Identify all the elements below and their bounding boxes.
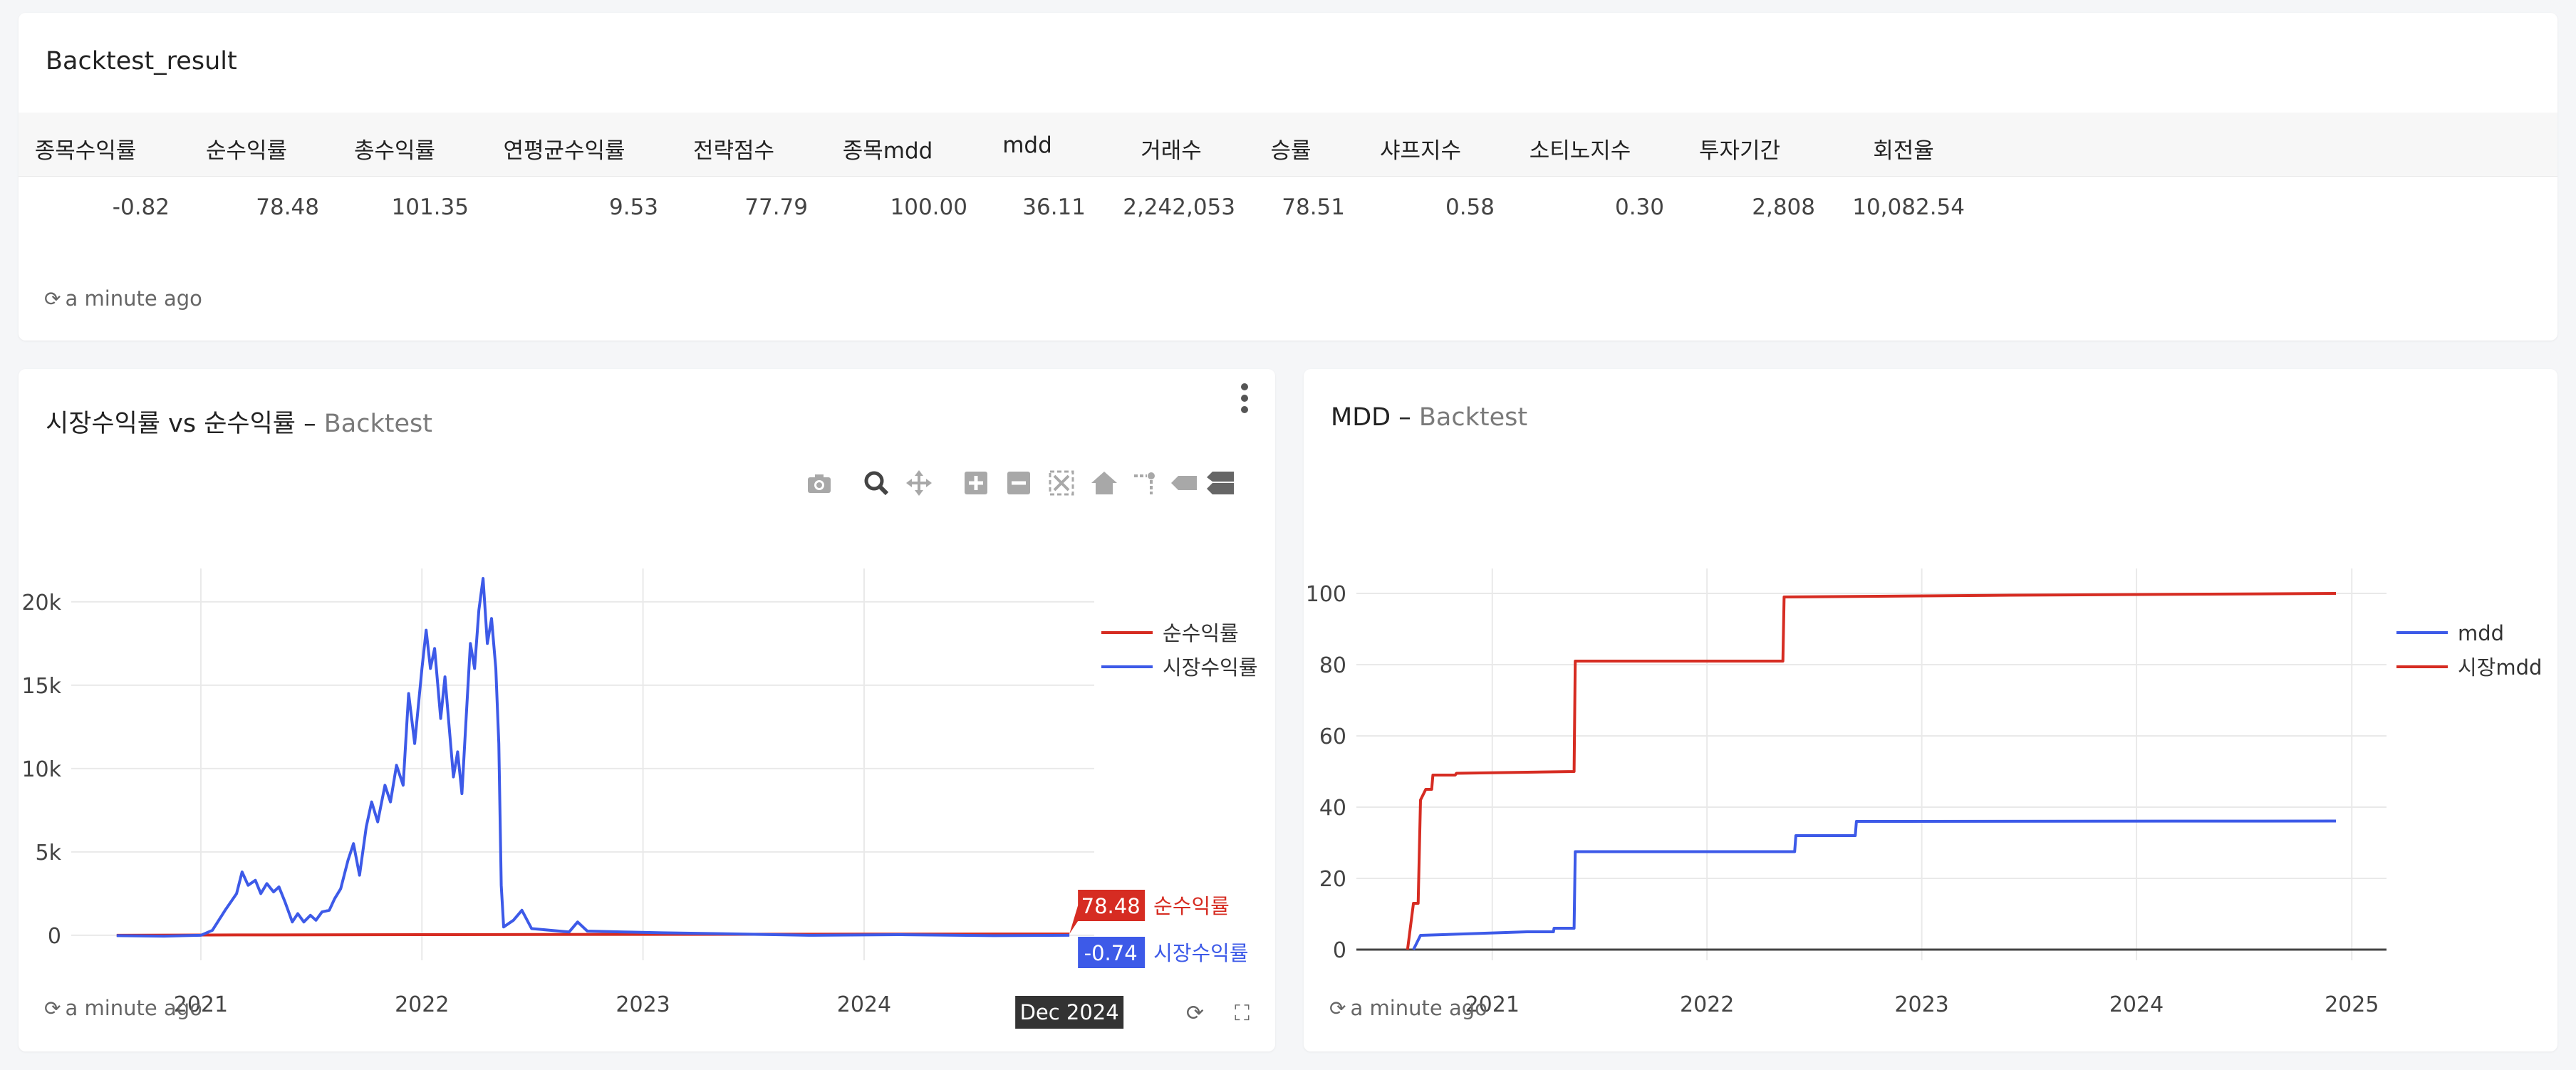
hover-name-market: 시장수익률 bbox=[1153, 941, 1248, 965]
zoom-icon[interactable] bbox=[862, 469, 890, 497]
more-options-icon[interactable] bbox=[1241, 383, 1250, 417]
last-updated-text: a minute ago bbox=[65, 996, 202, 1020]
y-tick-label: 40 bbox=[1319, 796, 1346, 821]
chart-title-main: 시장수익률 vs 순수익률 bbox=[46, 410, 296, 438]
last-updated-text: a minute ago bbox=[1350, 996, 1487, 1020]
y-tick-label: 80 bbox=[1319, 653, 1346, 678]
x-tick-label: 2021 bbox=[1465, 992, 1520, 1017]
column-header[interactable]: 연평균수익률 bbox=[503, 138, 625, 164]
last-updated-text: a minute ago bbox=[65, 286, 202, 311]
hover-date-label: Dec 2024 bbox=[1020, 1000, 1119, 1024]
pan-icon[interactable] bbox=[905, 469, 933, 497]
y-tick-label: 60 bbox=[1319, 724, 1346, 749]
mdd-chart-card: MDD – Backtest 2021 2022 2023 2024 2025 0 20 40… bbox=[1304, 369, 2557, 1051]
column-header[interactable]: 순수익률 bbox=[205, 138, 288, 164]
y-tick-label: 20k bbox=[21, 591, 61, 615]
y-tick-label: 10k bbox=[21, 757, 61, 782]
returns-chart-card: 시장수익률 vs 순수익률 – Backtest bbox=[19, 369, 1275, 1051]
zoom-in-icon[interactable] bbox=[962, 469, 990, 497]
refresh-icon: ⟳ bbox=[44, 287, 61, 311]
table-cell: 36.11 bbox=[1022, 194, 1086, 220]
x-tick-label: 2022 bbox=[1680, 992, 1734, 1017]
y-tick-label: 100 bbox=[1306, 582, 1346, 607]
column-header[interactable]: 총수익률 bbox=[353, 138, 436, 164]
legend-label: mdd bbox=[2458, 621, 2504, 645]
camera-icon[interactable] bbox=[805, 469, 833, 497]
column-header[interactable]: 종목mdd bbox=[842, 138, 933, 164]
refresh-chart-icon[interactable]: ⟳ bbox=[1185, 1001, 1204, 1026]
refresh-icon: ⟳ bbox=[1329, 997, 1346, 1020]
table-cell: 78.48 bbox=[256, 194, 319, 220]
hover-tag-market bbox=[1069, 934, 1146, 969]
hover-date-box bbox=[1015, 996, 1124, 1029]
series-line bbox=[1406, 592, 2337, 950]
column-header[interactable]: 승률 bbox=[1270, 138, 1312, 164]
column-header[interactable]: 소티노지수 bbox=[1529, 138, 1631, 164]
x-tick-label: 2023 bbox=[1894, 992, 1948, 1017]
y-tick-label: 20 bbox=[1319, 867, 1346, 892]
x-tick-label: 2025 bbox=[2325, 992, 2379, 1017]
column-header[interactable]: 거래수 bbox=[1141, 138, 1202, 164]
autoscale-icon[interactable] bbox=[1047, 469, 1076, 497]
table-cell: 10,082.54 bbox=[1852, 194, 1965, 220]
x-tick-label: 2022 bbox=[395, 992, 449, 1017]
x-tick-label: 2024 bbox=[837, 992, 891, 1017]
column-header[interactable]: 투자기간 bbox=[1698, 138, 1781, 164]
backtest-result-card: Backtest_result 종목수익률 순수익률 총수익률 연평균수익률 전… bbox=[19, 13, 2557, 341]
refresh-icon: ⟳ bbox=[44, 997, 61, 1020]
legend-label: 시장mdd bbox=[2458, 655, 2542, 680]
home-icon[interactable] bbox=[1090, 469, 1118, 497]
result-title: Backtest_result bbox=[46, 47, 237, 76]
returns-chart-title: 시장수익률 vs 순수익률 – Backtest bbox=[46, 403, 432, 440]
legend-label: 시장수익률 bbox=[1163, 655, 1257, 680]
table-cell: 100.00 bbox=[890, 194, 967, 220]
mdd-chart-title: MDD – Backtest bbox=[1331, 403, 1527, 432]
hover-value-market: -0.74 bbox=[1084, 941, 1138, 965]
x-tick-label: 2021 bbox=[174, 992, 228, 1017]
series-line bbox=[116, 577, 1070, 938]
chart-title-main: MDD bbox=[1331, 403, 1391, 432]
last-updated: ⟳ a minute ago bbox=[44, 996, 202, 1020]
result-table-header: 종목수익률 순수익률 총수익률 연평균수익률 전략점수 종목mdd mdd 거래… bbox=[19, 113, 2557, 177]
title-dash: – bbox=[1398, 403, 1411, 432]
mdd-chart-svg[interactable]: 2021 2022 2023 2024 2025 0 20 40 60 80 100 mdd 시장mdd bbox=[1304, 455, 2557, 1046]
hover-compare-icon[interactable] bbox=[1204, 469, 1234, 497]
chart-dataset-link[interactable]: Backtest bbox=[323, 410, 432, 438]
table-cell: 0.30 bbox=[1614, 194, 1664, 220]
column-header[interactable]: 종목수익률 bbox=[34, 138, 137, 164]
y-tick-label: 0 bbox=[1333, 938, 1346, 963]
table-cell: 2,808 bbox=[1752, 194, 1815, 220]
table-cell: 101.35 bbox=[391, 194, 469, 220]
legend-label: 순수익률 bbox=[1163, 621, 1239, 645]
column-header[interactable]: 회전율 bbox=[1873, 138, 1934, 164]
chart-dataset-link[interactable]: Backtest bbox=[1418, 403, 1528, 432]
last-updated: ⟳ a minute ago bbox=[1329, 996, 1487, 1020]
y-tick-label: 15k bbox=[21, 674, 61, 699]
column-header[interactable]: mdd bbox=[1002, 133, 1052, 158]
spike-lines-icon[interactable] bbox=[1133, 469, 1161, 497]
hover-closest-icon[interactable] bbox=[1170, 469, 1198, 497]
hover-value-net: 78.48 bbox=[1081, 894, 1141, 918]
hover-tag-net bbox=[1069, 890, 1146, 935]
table-cell: 2,242,053 bbox=[1123, 194, 1235, 220]
table-cell: 78.51 bbox=[1282, 194, 1345, 220]
table-cell: 0.58 bbox=[1445, 194, 1495, 220]
table-cell: 9.53 bbox=[608, 194, 658, 220]
y-tick-label: 5k bbox=[36, 841, 62, 866]
zoom-out-icon[interactable] bbox=[1004, 469, 1033, 497]
y-tick-label: 0 bbox=[48, 924, 61, 949]
column-header[interactable]: 전략점수 bbox=[692, 138, 775, 164]
returns-chart-svg[interactable]: 2021 2022 2023 202405k10k15k20k순수익률시장수익률78.… bbox=[19, 455, 1275, 1046]
column-header[interactable]: 샤프지수 bbox=[1379, 138, 1462, 164]
last-updated: ⟳ a minute ago bbox=[44, 286, 202, 311]
table-cell: 77.79 bbox=[744, 194, 808, 220]
table-cell: -0.82 bbox=[112, 194, 170, 220]
fullscreen-icon[interactable]: ⛶ bbox=[1235, 1001, 1250, 1026]
series-line bbox=[1412, 819, 2337, 950]
x-tick-label: 2024 bbox=[2109, 992, 2164, 1017]
x-tick-label: 2023 bbox=[616, 992, 670, 1017]
title-dash: – bbox=[303, 410, 316, 438]
hover-name-net: 순수익률 bbox=[1153, 894, 1230, 918]
